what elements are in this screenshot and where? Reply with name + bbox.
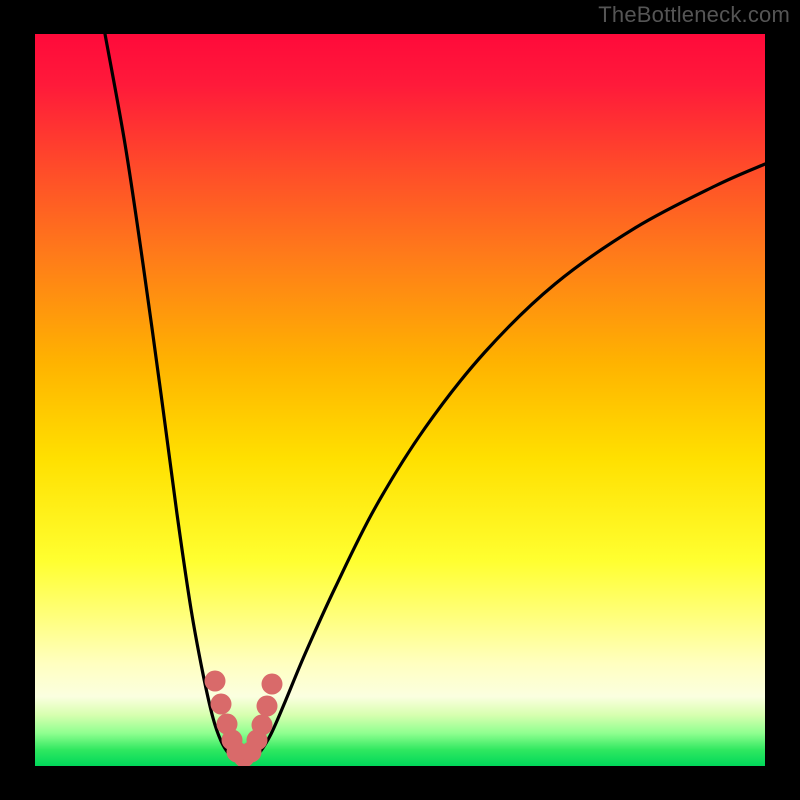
marker-point	[262, 674, 283, 695]
marker-point	[257, 696, 278, 717]
marker-point	[211, 694, 232, 715]
marker-point	[205, 671, 226, 692]
plot-background	[35, 34, 765, 766]
chart-frame: TheBottleneck.com	[0, 0, 800, 800]
chart-svg	[0, 0, 800, 800]
marker-point	[252, 715, 273, 736]
